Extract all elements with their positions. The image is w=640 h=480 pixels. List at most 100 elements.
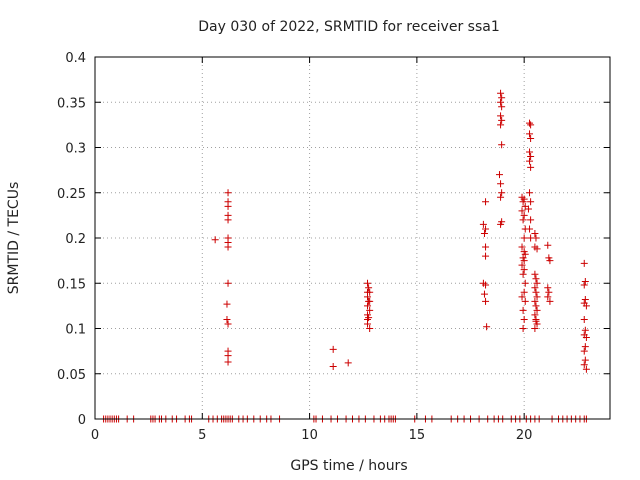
data-point [520, 234, 528, 242]
data-point [495, 171, 503, 179]
data-point [533, 306, 541, 314]
data-point [366, 288, 374, 296]
data-point [521, 250, 529, 258]
data-point [532, 317, 540, 325]
data-point [497, 193, 505, 201]
data-point [519, 270, 527, 278]
chart-title: Day 030 of 2022, SRMTID for receiver ssa… [198, 19, 500, 35]
data-point [497, 89, 505, 97]
data-point [580, 259, 588, 267]
data-point [497, 112, 505, 120]
data-point [518, 261, 526, 269]
y-tick-label: 0.05 [57, 368, 86, 383]
data-point [527, 121, 535, 129]
y-tick-label: 0.15 [57, 277, 86, 292]
data-point [533, 293, 541, 301]
data-point [498, 116, 506, 124]
data-point [582, 365, 590, 373]
data-point [224, 202, 232, 210]
x-tick-label: 5 [198, 428, 206, 443]
data-point [531, 297, 539, 305]
data-point [518, 293, 526, 301]
data-point [524, 205, 532, 213]
data-point [580, 315, 588, 323]
data-point [581, 326, 589, 334]
data-point [545, 288, 553, 296]
data-point [531, 284, 539, 292]
data-point [364, 302, 372, 310]
data-point [581, 343, 589, 351]
data-point [526, 119, 534, 127]
data-point [366, 306, 374, 314]
data-point [329, 363, 337, 371]
data-point [527, 216, 535, 224]
x-tick-labels: 0 5 10 15 20 [91, 428, 533, 443]
data-point [224, 189, 232, 197]
data-point [365, 284, 373, 292]
data-point [224, 216, 232, 224]
data-point [366, 297, 374, 305]
data-point [546, 297, 554, 305]
data-point [581, 296, 589, 304]
data-point [533, 279, 541, 287]
data-point [520, 211, 528, 219]
y-tick-label: 0 [78, 413, 86, 428]
data-point [521, 279, 529, 287]
data-point [482, 198, 490, 206]
data-point [519, 198, 527, 206]
data-point [329, 345, 337, 353]
data-point [581, 356, 589, 364]
data-point [223, 300, 231, 308]
data-point [526, 148, 534, 156]
axis-ticks [94, 56, 610, 420]
data-point [498, 189, 506, 197]
data-point [526, 225, 534, 233]
data-point [224, 320, 232, 328]
x-axis-label: GPS time / hours [290, 458, 407, 474]
x-tick-label: 15 [409, 428, 426, 443]
data-point [532, 234, 540, 242]
data-point [580, 347, 588, 355]
data-point [544, 293, 552, 301]
data-point [497, 220, 505, 228]
data-point [582, 334, 590, 342]
data-point [580, 281, 588, 289]
data-point [498, 103, 506, 111]
data-point [533, 245, 541, 253]
data-point [519, 306, 527, 314]
data-point [532, 302, 540, 310]
data-point [532, 288, 540, 296]
data-point [518, 207, 526, 215]
y-tick-label: 0.3 [65, 142, 86, 157]
data-point [582, 302, 590, 310]
y-tick-label: 0.1 [65, 323, 86, 338]
data-point [224, 358, 232, 366]
data-point [224, 243, 232, 251]
data-point [211, 236, 219, 244]
x-tick-label: 10 [301, 428, 318, 443]
data-point [544, 284, 552, 292]
data-point [520, 266, 528, 274]
data-point [519, 216, 527, 224]
data-point [526, 157, 534, 165]
data-point [531, 270, 539, 278]
data-point [482, 225, 490, 233]
data-point [364, 315, 372, 323]
data-point [224, 352, 232, 360]
data-point [482, 252, 490, 260]
data-point [526, 130, 534, 138]
data-point [483, 323, 491, 331]
data-point [497, 180, 505, 188]
data-point [482, 243, 490, 251]
data-point [224, 279, 232, 287]
data-point [480, 229, 488, 237]
data-point [498, 141, 506, 149]
data-point [531, 311, 539, 319]
data-point [532, 275, 540, 283]
data-point [527, 163, 535, 171]
y-tick-label: 0.35 [57, 96, 86, 111]
data-point [498, 94, 506, 102]
data-point [364, 293, 372, 301]
data-point [520, 288, 528, 296]
